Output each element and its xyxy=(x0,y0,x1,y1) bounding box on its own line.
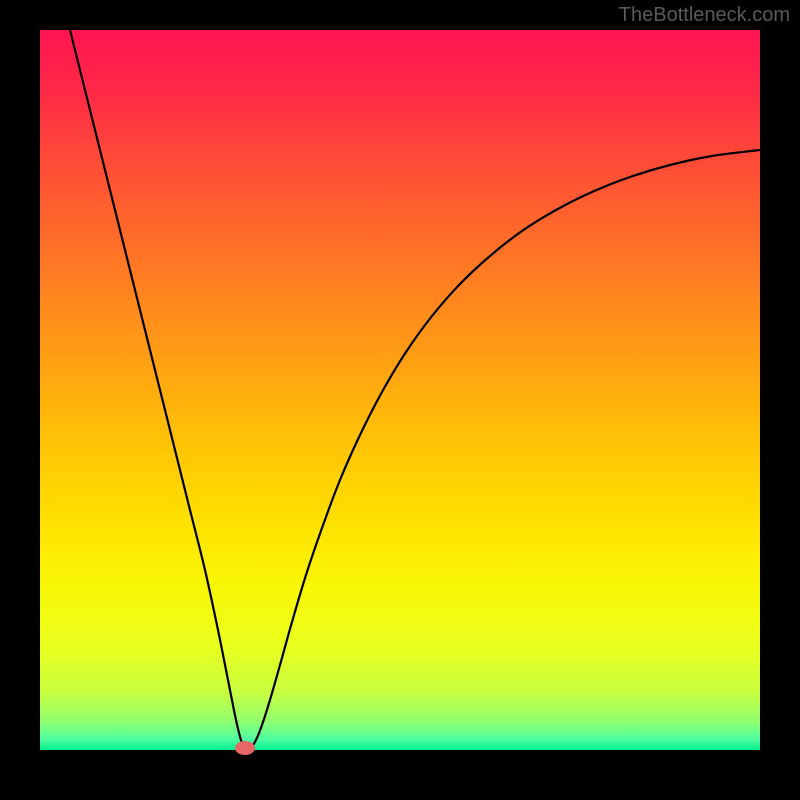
minimum-marker xyxy=(235,741,255,755)
bottleneck-curve xyxy=(40,30,760,750)
plot-area xyxy=(40,30,760,750)
watermark-label: TheBottleneck.com xyxy=(619,4,790,27)
